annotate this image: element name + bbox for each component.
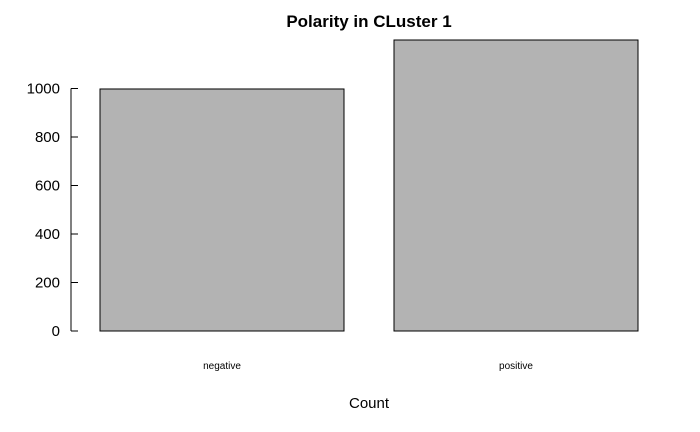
chart-title: Polarity in CLuster 1 bbox=[286, 12, 451, 31]
y-tick-label: 1000 bbox=[27, 81, 60, 98]
x-axis-label: Count bbox=[349, 395, 390, 412]
y-tick-label: 0 bbox=[52, 323, 60, 340]
x-category-labels: negative positive bbox=[203, 361, 533, 372]
bar-positive bbox=[393, 39, 639, 332]
y-tick-label: 800 bbox=[35, 129, 60, 146]
y-tick-label: 600 bbox=[35, 178, 60, 195]
bars-group bbox=[99, 39, 639, 332]
y-tick-label: 200 bbox=[35, 275, 60, 292]
bar-negative bbox=[99, 88, 345, 332]
y-axis: 0 200 400 600 800 1000 bbox=[27, 81, 78, 340]
x-category-label: negative bbox=[203, 361, 241, 372]
y-tick-label: 400 bbox=[35, 226, 60, 243]
x-category-label: positive bbox=[499, 361, 533, 372]
